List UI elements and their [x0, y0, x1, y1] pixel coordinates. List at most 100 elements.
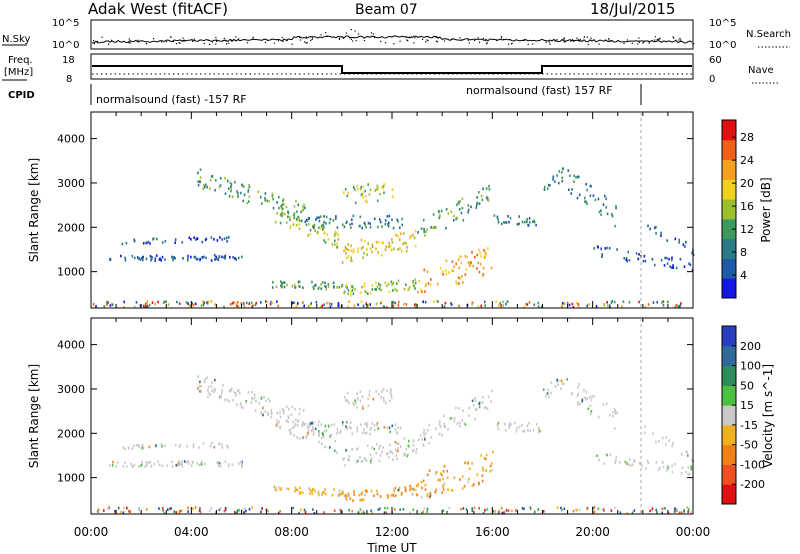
range-cell	[453, 417, 456, 420]
freq-unit-label: [MHz]	[4, 67, 33, 78]
range-cell	[423, 227, 425, 231]
range-cell	[348, 249, 350, 252]
range-cell	[325, 287, 327, 291]
range-cell	[227, 187, 230, 190]
range-cell	[336, 427, 339, 431]
range-cell	[497, 220, 500, 224]
freq-tick-low: 8	[66, 74, 72, 85]
range-cell	[556, 506, 559, 509]
range-cell	[606, 246, 608, 250]
range-cell	[644, 305, 647, 309]
range-cell	[522, 430, 524, 433]
range-cell	[226, 240, 228, 243]
range-cell	[347, 289, 350, 292]
range-cell	[103, 509, 105, 512]
range-cell	[410, 234, 412, 238]
range-cell	[348, 455, 350, 458]
range-cell	[282, 411, 285, 415]
range-cell	[433, 226, 436, 229]
range-cell	[283, 203, 285, 206]
range-cell	[238, 462, 240, 465]
range-cell	[295, 305, 297, 309]
colorbar-swatch	[722, 159, 736, 180]
range-cell	[209, 187, 211, 190]
colorbar-tick-label: 24	[740, 154, 754, 167]
range-cell	[211, 389, 213, 392]
range-cell	[504, 221, 506, 224]
range-cell	[146, 300, 148, 304]
range-cell	[322, 226, 325, 230]
range-cell	[215, 255, 218, 259]
range-cell	[600, 213, 602, 216]
range-cell	[584, 398, 587, 401]
range-cell	[303, 508, 306, 512]
range-cell	[669, 265, 671, 268]
range-cell	[399, 508, 401, 511]
range-cell	[402, 508, 405, 511]
range-cell	[281, 284, 284, 288]
range-cell	[485, 453, 488, 457]
range-cell	[615, 455, 618, 459]
range-cell	[218, 396, 221, 400]
range-cell	[500, 222, 503, 226]
range-cell	[360, 300, 363, 304]
range-cell	[340, 429, 342, 433]
range-cell	[346, 494, 348, 498]
range-cell	[443, 422, 445, 426]
range-cell	[395, 233, 397, 237]
range-cell	[257, 190, 260, 194]
range-cell	[479, 262, 482, 266]
range-cell	[323, 490, 325, 494]
range-cell	[207, 300, 210, 303]
range-cell	[381, 241, 383, 244]
range-cell	[385, 511, 387, 514]
range-cell	[192, 507, 194, 510]
range-cell	[328, 302, 331, 305]
nave-tick-low: 0	[709, 74, 715, 85]
range-cell	[287, 420, 289, 423]
range-cell	[365, 459, 368, 462]
range-cell	[271, 192, 274, 196]
range-cell	[287, 211, 290, 215]
range-cell	[109, 258, 111, 261]
range-cell	[309, 232, 311, 236]
range-cell	[462, 409, 464, 412]
range-cell	[197, 183, 200, 187]
range-cell	[451, 269, 453, 273]
range-cell	[509, 216, 512, 220]
range-cell	[688, 262, 690, 265]
range-cell	[360, 247, 363, 250]
range-cell	[251, 506, 253, 509]
range-cell	[476, 408, 478, 411]
range-cell	[138, 257, 141, 260]
range-cell	[679, 257, 682, 261]
range-cell	[532, 429, 535, 432]
range-cell	[471, 302, 473, 306]
range-cell	[514, 421, 516, 425]
range-cell	[435, 226, 437, 229]
range-cell	[415, 303, 417, 306]
range-cell	[399, 226, 401, 229]
range-cell	[412, 233, 414, 237]
range-cell	[666, 256, 668, 260]
range-cell	[298, 227, 301, 230]
range-cell	[356, 250, 359, 254]
range-cell	[396, 218, 399, 222]
range-cell	[680, 302, 682, 305]
range-cell	[366, 200, 368, 204]
range-cell	[459, 277, 461, 280]
range-cell	[623, 257, 625, 260]
range-cell	[199, 507, 201, 510]
range-cell	[318, 420, 320, 424]
range-cell	[624, 460, 627, 464]
range-cell	[311, 492, 314, 496]
range-cell	[369, 432, 371, 436]
range-cell	[191, 302, 194, 305]
range-cell	[359, 498, 361, 502]
range-cell	[199, 380, 201, 384]
range-cell	[237, 256, 240, 260]
x-tick-label: 12:00	[375, 525, 410, 539]
range-cell	[613, 408, 616, 411]
range-cell	[97, 508, 100, 511]
range-cell	[422, 300, 424, 304]
